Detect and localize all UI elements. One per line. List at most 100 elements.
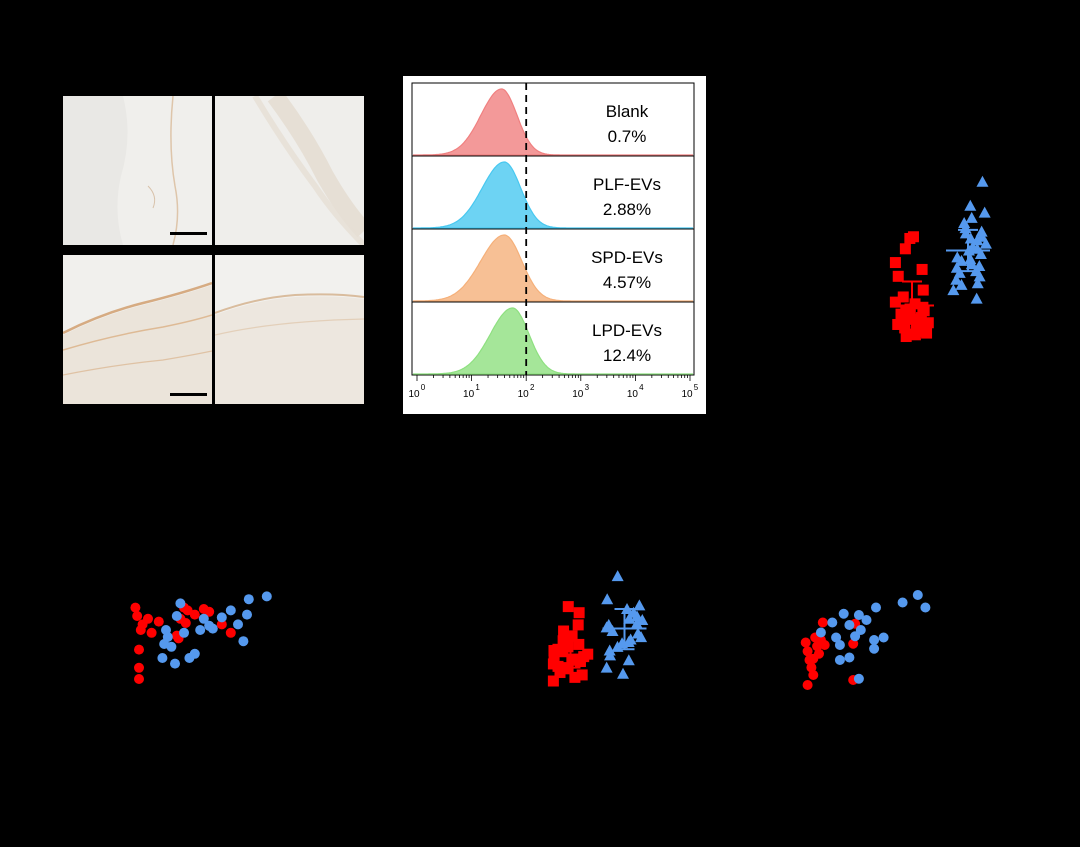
data-point-triangle: [947, 284, 960, 296]
scatter-point: [800, 637, 811, 648]
scatter-point: [143, 613, 153, 624]
data-point-square: [901, 312, 913, 324]
data-point-triangle: [971, 234, 984, 246]
data-point-triangle: [965, 258, 978, 270]
data-point-square: [573, 638, 585, 650]
scatter-point: [806, 662, 817, 673]
scatter-point: [175, 613, 186, 624]
data-point-triangle: [633, 599, 646, 611]
scatter-point: [171, 611, 182, 621]
scatter-point: [204, 620, 215, 631]
data-point-square: [892, 270, 904, 282]
scatter-point: [159, 639, 170, 649]
scatter-point: [838, 608, 849, 619]
scatter-point: [853, 610, 864, 620]
scatter-point: [166, 641, 177, 652]
scatter-point: [812, 641, 823, 652]
scatter-point: [157, 653, 168, 663]
data-point-square: [918, 320, 930, 332]
scatter-point: [162, 632, 173, 642]
x-tick-label: 10: [627, 389, 639, 400]
histogram-label: PLF-EVs: [593, 175, 661, 194]
data-point-square: [569, 671, 581, 683]
histogram-plf-evs: [413, 161, 693, 229]
data-point-square: [554, 666, 566, 678]
data-point-square: [557, 635, 569, 647]
data-point-triangle: [950, 261, 963, 273]
histogram-label: SPD-EVs: [591, 248, 663, 267]
micro-image-bottom-left: [63, 255, 212, 404]
scatter-point: [180, 618, 191, 628]
data-point-triangle: [979, 237, 992, 249]
scatter-point: [802, 680, 813, 690]
x-tick-label: 10: [518, 389, 530, 400]
data-point-triangle: [623, 612, 636, 624]
data-point-square: [918, 305, 930, 317]
data-point-square: [562, 641, 574, 653]
data-point-triangle: [617, 667, 630, 679]
data-point-triangle: [959, 222, 972, 234]
scatter-point: [134, 662, 144, 673]
x-tick-exponent: 5: [694, 383, 699, 392]
scatter-point: [834, 640, 845, 650]
scatter-point: [134, 674, 144, 684]
scatter-point: [243, 594, 254, 605]
scatter-point: [844, 652, 855, 663]
data-point-square: [922, 317, 934, 329]
scatter-point: [170, 658, 180, 669]
histogram-percent: 4.57%: [603, 273, 651, 292]
x-tick-exponent: 2: [530, 383, 535, 392]
histogram-percent: 0.7%: [608, 127, 647, 146]
data-point-triangle: [953, 266, 966, 278]
scatter-point: [198, 613, 209, 624]
data-point-square: [897, 291, 909, 303]
scatter-point: [173, 633, 184, 644]
data-point-triangle: [950, 273, 963, 285]
scatter-point: [848, 675, 859, 685]
x-tick-exponent: 3: [585, 383, 590, 392]
data-point-triangle: [971, 277, 984, 289]
micro-image-top-left: [63, 96, 212, 245]
data-point-triangle: [616, 637, 629, 649]
data-point-triangle: [600, 621, 613, 633]
scale-bar: [170, 393, 207, 396]
data-point-square: [910, 325, 922, 337]
scatter-point: [171, 630, 182, 641]
scatter-point: [195, 625, 206, 635]
data-point-triangle: [622, 635, 635, 647]
data-point-square: [904, 303, 916, 315]
data-point-triangle: [974, 247, 987, 259]
data-point-triangle: [611, 640, 624, 652]
data-point-triangle: [621, 603, 634, 615]
data-point-square: [904, 306, 916, 318]
x-tick-exponent: 0: [421, 383, 426, 392]
data-point-square: [899, 322, 911, 334]
scatter-point: [869, 643, 880, 654]
scatter-point: [182, 605, 193, 616]
data-point-square: [566, 654, 578, 666]
scale-bar: [170, 232, 207, 235]
data-point-square: [889, 296, 901, 308]
scatter-point: [184, 653, 195, 663]
data-point-triangle: [951, 251, 964, 263]
scatter-point: [189, 648, 200, 659]
x-tick-label: 10: [408, 389, 420, 400]
data-point-square: [895, 308, 907, 320]
data-point-square: [552, 660, 564, 672]
scatter-point: [804, 655, 815, 665]
scatter-point: [204, 606, 215, 617]
data-point-square: [548, 649, 560, 661]
data-point-triangle: [600, 661, 613, 673]
data-point-triangle: [975, 230, 988, 242]
scatter-point: [225, 605, 236, 616]
histogram-lpd-evs: [413, 307, 693, 375]
scatter-point: [869, 635, 880, 645]
scatter-point: [225, 627, 236, 638]
scatter-point: [216, 612, 227, 623]
data-point-square: [916, 263, 928, 275]
scatter-point: [189, 609, 200, 620]
data-point-triangle: [627, 606, 640, 618]
data-point-triangle: [973, 260, 986, 271]
data-point-square: [917, 284, 929, 296]
data-point-triangle: [975, 225, 988, 237]
